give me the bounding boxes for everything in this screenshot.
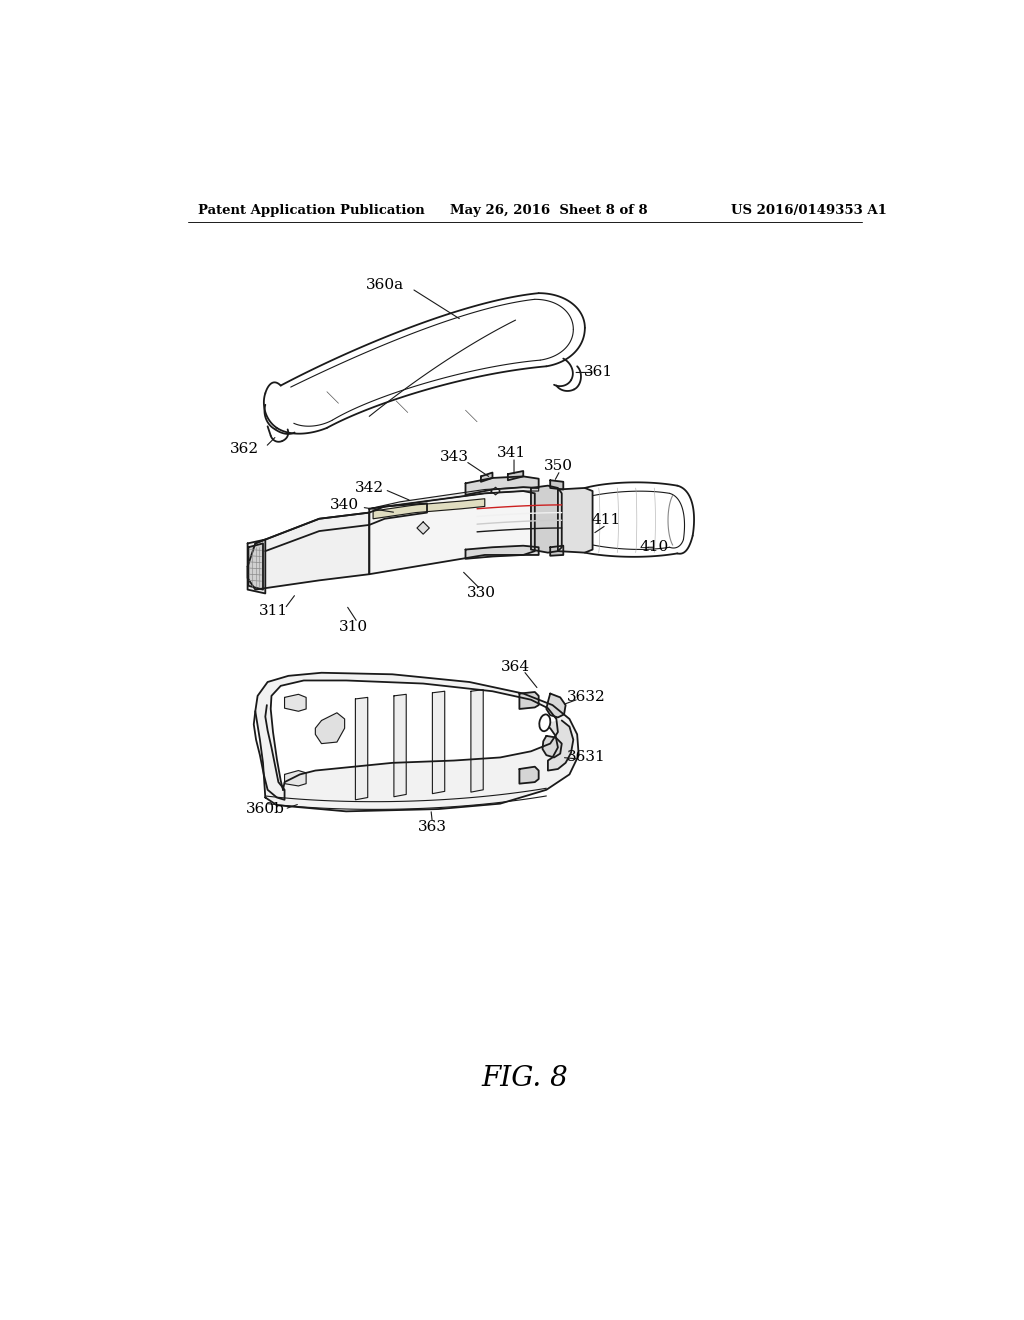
Text: 361: 361	[584, 366, 613, 379]
Polygon shape	[550, 480, 563, 490]
Text: 340: 340	[330, 498, 359, 512]
Polygon shape	[315, 713, 345, 743]
Polygon shape	[490, 487, 500, 495]
Text: 341: 341	[497, 446, 526, 461]
Polygon shape	[508, 471, 523, 480]
Text: US 2016/0149353 A1: US 2016/0149353 A1	[731, 205, 887, 218]
Polygon shape	[547, 693, 565, 718]
Text: FIG. 8: FIG. 8	[481, 1065, 568, 1092]
Text: 330: 330	[466, 586, 496, 601]
Text: 362: 362	[230, 442, 259, 457]
Polygon shape	[249, 544, 263, 590]
Polygon shape	[466, 545, 539, 558]
Text: 410: 410	[640, 540, 669, 554]
Polygon shape	[543, 721, 573, 771]
Polygon shape	[370, 491, 535, 574]
Ellipse shape	[540, 714, 550, 731]
Polygon shape	[417, 521, 429, 535]
Text: 311: 311	[258, 605, 288, 618]
Polygon shape	[466, 477, 539, 495]
Polygon shape	[355, 697, 368, 800]
Polygon shape	[481, 473, 493, 482]
Polygon shape	[255, 673, 579, 812]
Text: 360b: 360b	[246, 803, 285, 816]
Polygon shape	[370, 487, 539, 508]
Text: 350: 350	[544, 459, 572, 474]
Text: 342: 342	[354, 480, 384, 495]
Polygon shape	[531, 486, 562, 553]
Polygon shape	[248, 512, 370, 590]
Polygon shape	[550, 545, 563, 556]
Polygon shape	[432, 692, 444, 793]
Text: 364: 364	[501, 660, 530, 673]
Text: 3631: 3631	[567, 751, 606, 764]
Text: 310: 310	[339, 619, 369, 634]
Polygon shape	[543, 737, 562, 758]
Polygon shape	[285, 771, 306, 785]
Text: May 26, 2016  Sheet 8 of 8: May 26, 2016 Sheet 8 of 8	[451, 205, 648, 218]
Text: Patent Application Publication: Patent Application Publication	[199, 205, 425, 218]
Text: 363: 363	[418, 820, 446, 834]
Polygon shape	[373, 499, 484, 519]
Text: 3632: 3632	[567, 690, 606, 705]
Text: 360a: 360a	[366, 279, 403, 293]
Polygon shape	[248, 540, 265, 594]
Text: 343: 343	[439, 450, 468, 465]
Polygon shape	[519, 767, 539, 784]
Polygon shape	[270, 681, 558, 789]
Polygon shape	[285, 694, 306, 711]
Polygon shape	[471, 689, 483, 792]
Polygon shape	[519, 692, 539, 709]
Polygon shape	[394, 694, 407, 797]
Polygon shape	[558, 488, 593, 553]
Text: 411: 411	[592, 513, 621, 527]
